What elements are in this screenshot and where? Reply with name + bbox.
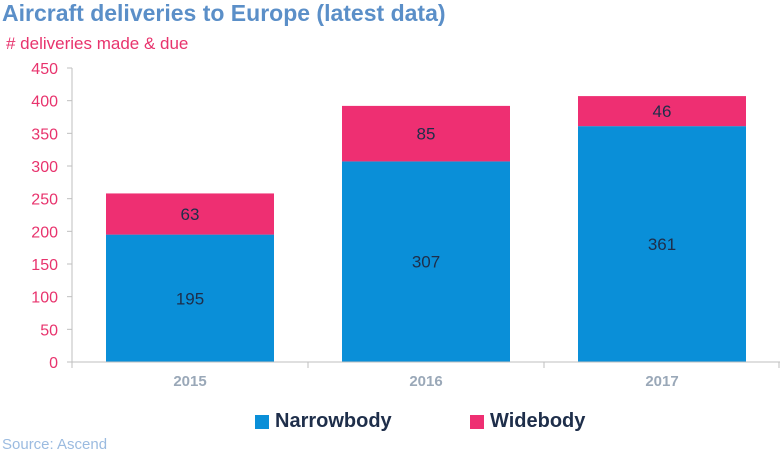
data-label-widebody-2016: 85 bbox=[417, 125, 436, 144]
data-label-narrowbody-2015: 195 bbox=[176, 289, 204, 308]
x-tick-label-2016: 2016 bbox=[409, 373, 442, 390]
legend-label-narrowbody: Narrowbody bbox=[275, 410, 392, 432]
y-tick-label-350: 350 bbox=[31, 126, 58, 143]
y-axis-label: # deliveries made & due bbox=[6, 34, 189, 53]
legend-swatch-narrowbody bbox=[255, 414, 269, 429]
y-tick-label-250: 250 bbox=[31, 192, 58, 209]
data-label-widebody-2015: 63 bbox=[181, 205, 200, 224]
y-tick-label-400: 400 bbox=[31, 94, 58, 111]
bar-narrowbody-2015 bbox=[106, 234, 274, 362]
bar-widebody-2016 bbox=[342, 105, 510, 162]
axes-group: 2015 2016 2017 0 50 100 150 200 250 300 350 400 450 bbox=[31, 61, 780, 390]
legend-swatch-widebody bbox=[470, 414, 484, 429]
legend-label-widebody: Widebody bbox=[490, 410, 586, 432]
data-labels-group: 195 63 307 85 361 46 bbox=[176, 102, 676, 308]
y-tick-label-50: 50 bbox=[40, 322, 58, 339]
source-note: Source: Ascend bbox=[2, 436, 108, 453]
legend: Narrowbody Widebody bbox=[0, 410, 780, 436]
bars-group bbox=[106, 96, 746, 362]
x-tick-label-2015: 2015 bbox=[173, 373, 206, 390]
y-tick-label-300: 300 bbox=[31, 159, 58, 176]
y-tick-label-100: 100 bbox=[31, 290, 58, 307]
y-tick-label-450: 450 bbox=[31, 61, 58, 78]
bar-narrowbody-2017 bbox=[578, 126, 746, 362]
y-tick-label-0: 0 bbox=[49, 355, 58, 372]
legend-item-narrowbody: Narrowbody bbox=[255, 410, 392, 433]
legend-item-widebody: Widebody bbox=[470, 410, 585, 433]
chart-title: Aircraft deliveries to Europe (latest da… bbox=[2, 0, 446, 26]
x-tick-label-2017: 2017 bbox=[645, 373, 678, 390]
data-label-widebody-2017: 46 bbox=[653, 102, 672, 121]
y-tick-label-150: 150 bbox=[31, 257, 58, 274]
data-label-narrowbody-2016: 307 bbox=[412, 253, 440, 272]
data-label-narrowbody-2017: 361 bbox=[648, 235, 676, 254]
y-tick-label-200: 200 bbox=[31, 224, 58, 241]
bar-widebody-2017 bbox=[578, 96, 746, 127]
bar-widebody-2015 bbox=[106, 193, 274, 235]
bar-narrowbody-2016 bbox=[342, 161, 510, 362]
